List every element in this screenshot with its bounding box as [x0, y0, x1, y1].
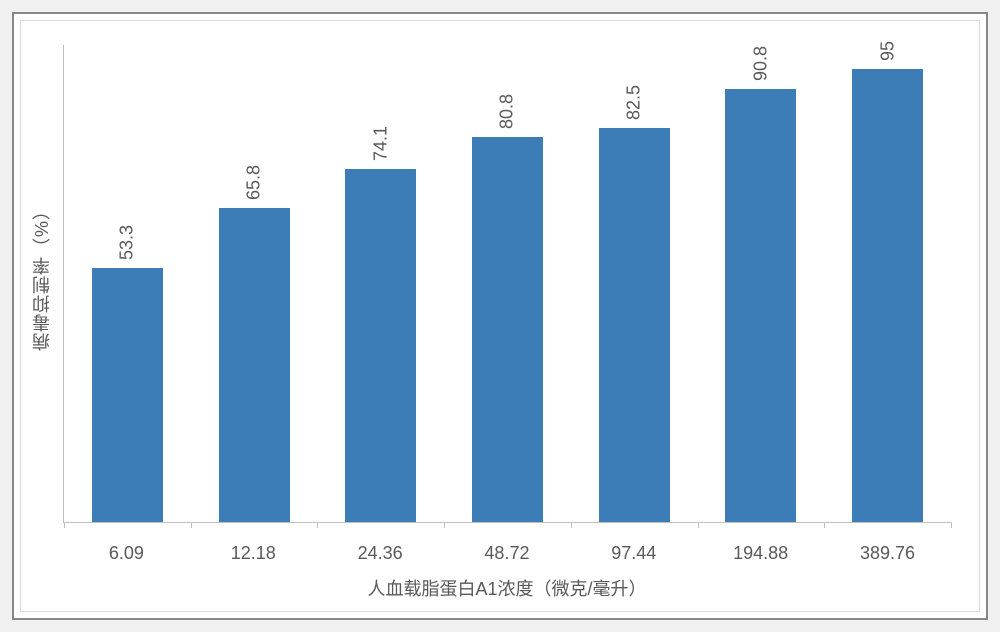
x-axis-label: 人血载脂蛋白A1浓度（微克/毫升） — [63, 575, 951, 611]
bar-chart: 病毒抑制率（%） 53.3 65.8 74.1 80.8 82.5 90.8 95 6.09… — [20, 20, 980, 612]
bar-value-label: 95 — [877, 41, 898, 69]
x-tick-label: 12.18 — [190, 543, 317, 564]
x-tick-mark — [317, 522, 318, 528]
bar-value-label: 65.8 — [244, 165, 265, 208]
x-tick-label: 24.36 — [317, 543, 444, 564]
bar: 82.5 — [599, 128, 670, 522]
x-tick-mark — [824, 522, 825, 528]
bar-value-label: 53.3 — [117, 225, 138, 268]
x-tick-mark — [571, 522, 572, 528]
bars-container: 53.3 65.8 74.1 80.8 82.5 90.8 95 — [64, 45, 951, 522]
bar-value-label: 90.8 — [750, 46, 771, 89]
bar-slot: 80.8 — [444, 45, 571, 522]
bar-value-label: 82.5 — [624, 85, 645, 128]
bar: 53.3 — [92, 268, 163, 522]
bar-slot: 74.1 — [317, 45, 444, 522]
bar: 74.1 — [345, 169, 416, 522]
bar-value-label: 80.8 — [497, 94, 518, 137]
x-tick-mark — [698, 522, 699, 528]
y-axis-label-wrap: 病毒抑制率（%） — [21, 21, 63, 531]
bar: 65.8 — [219, 208, 290, 522]
bar: 80.8 — [472, 137, 543, 522]
bar-slot: 82.5 — [571, 45, 698, 522]
x-tick-label: 97.44 — [570, 543, 697, 564]
bar-slot: 53.3 — [64, 45, 191, 522]
x-tick-label: 194.88 — [697, 543, 824, 564]
bar-slot: 65.8 — [191, 45, 318, 522]
x-tick-mark — [191, 522, 192, 528]
outer-border: 病毒抑制率（%） 53.3 65.8 74.1 80.8 82.5 90.8 95 6.09… — [12, 12, 988, 620]
x-tick-label: 6.09 — [63, 543, 190, 564]
bar-slot: 90.8 — [698, 45, 825, 522]
bar-value-label: 74.1 — [370, 126, 391, 169]
x-tick-mark — [951, 522, 952, 528]
x-tick-mark — [64, 522, 65, 528]
y-axis-label: 病毒抑制率（%） — [29, 201, 55, 351]
screenshot-frame: 病毒抑制率（%） 53.3 65.8 74.1 80.8 82.5 90.8 95 6.09… — [0, 0, 1000, 632]
x-tick-mark — [444, 522, 445, 528]
plot-area: 53.3 65.8 74.1 80.8 82.5 90.8 95 — [63, 45, 951, 523]
bar: 95 — [852, 69, 923, 522]
bar: 90.8 — [725, 89, 796, 522]
x-tick-label: 48.72 — [444, 543, 571, 564]
bar-slot: 95 — [824, 45, 951, 522]
x-tick-label: 389.76 — [824, 543, 951, 564]
x-axis-ticks: 6.0912.1824.3648.7297.44194.88389.76 — [63, 531, 951, 575]
plot-wrap: 病毒抑制率（%） 53.3 65.8 74.1 80.8 82.5 90.8 95 — [21, 21, 979, 531]
